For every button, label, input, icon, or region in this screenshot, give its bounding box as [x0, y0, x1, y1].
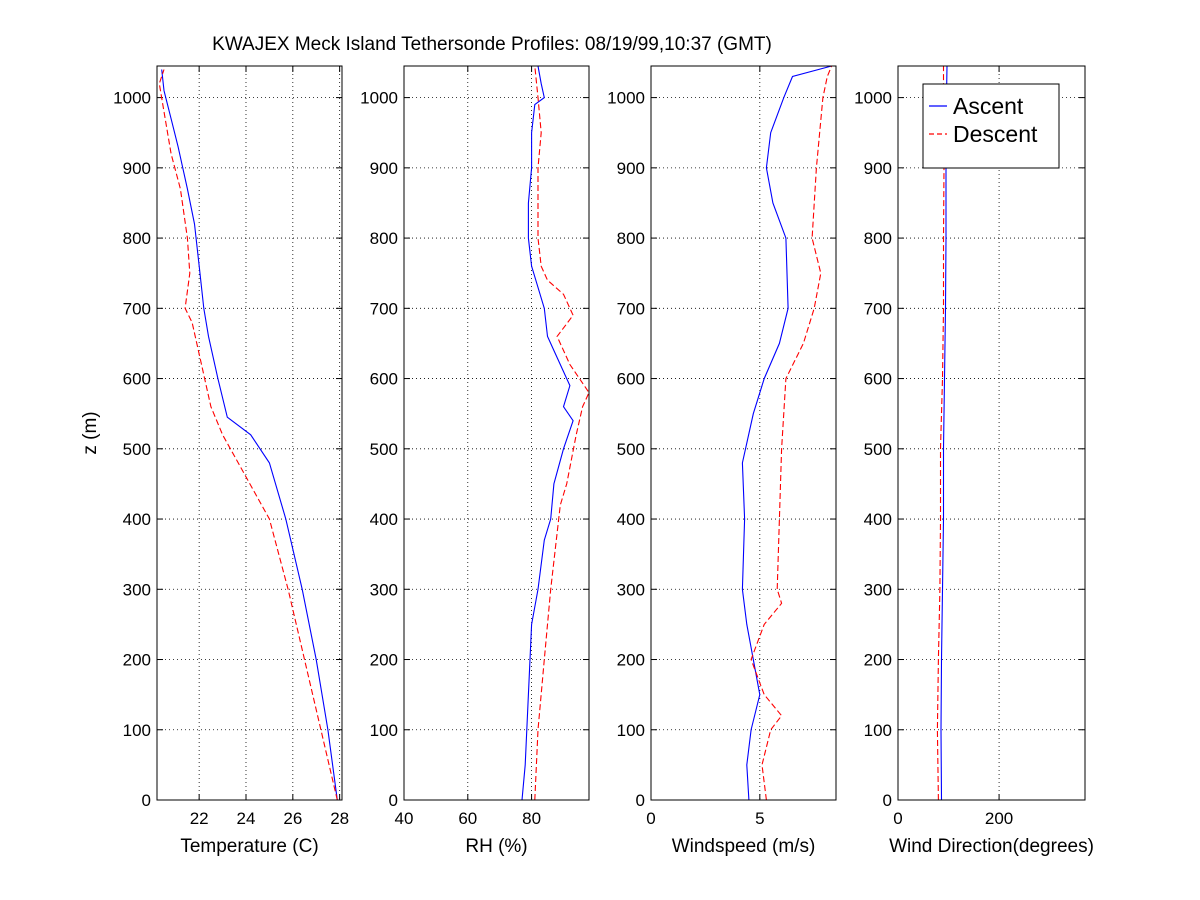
axes-frame — [156, 65, 343, 801]
y-tick-label: 0 — [389, 791, 398, 810]
y-tick-label: 900 — [123, 159, 151, 178]
y-tick-label: 1000 — [854, 89, 892, 108]
y-axis-label: z (m) — [80, 411, 101, 454]
y-tick-label: 300 — [864, 580, 892, 599]
x-tick-label: 40 — [395, 809, 414, 828]
y-tick-label: 800 — [617, 229, 645, 248]
y-tick-label: 200 — [864, 651, 892, 670]
y-tick-label: 900 — [617, 159, 645, 178]
y-tick-label: 1000 — [360, 89, 398, 108]
y-tick-label: 700 — [123, 299, 151, 318]
y-tick-label: 200 — [617, 651, 645, 670]
plot-area — [898, 66, 1085, 800]
y-tick-label: 600 — [123, 370, 151, 389]
x-tick-label: 28 — [330, 809, 349, 828]
series-line-descent — [158, 69, 338, 801]
x-tick-label: 60 — [458, 809, 477, 828]
y-tick-label: 900 — [370, 159, 398, 178]
y-tick-label: 0 — [883, 791, 892, 810]
y-tick-label: 300 — [617, 580, 645, 599]
panels: 22 24 26 2801002003004005006007008009001000… — [80, 65, 1094, 857]
y-tick-label: 800 — [370, 229, 398, 248]
panel-3: 0 501002003004005006007008009001000Windsp… — [607, 65, 837, 857]
y-tick-label: 400 — [864, 510, 892, 529]
x-tick-label: 80 — [522, 809, 541, 828]
y-tick-label: 500 — [123, 440, 151, 459]
series-line-ascent — [521, 65, 574, 801]
axes-frame — [650, 65, 837, 801]
panel-1: 22 24 26 28 0 100 200 300 400 500 600 700 800 900 1000… — [80, 65, 349, 857]
x-axis-label: Wind Direction(degrees) — [889, 836, 1094, 857]
y-tick-label: 700 — [370, 299, 398, 318]
y-tick-label: 400 — [370, 510, 398, 529]
x-tick-label: 200 — [985, 809, 1013, 828]
x-axis-label: Temperature (C) — [180, 836, 318, 857]
y-tick-label: 100 — [370, 721, 398, 740]
axes-frame — [403, 65, 590, 801]
x-tick-label: 22 — [190, 809, 209, 828]
plot-area — [651, 66, 836, 800]
axes-frame — [897, 65, 1086, 801]
y-tick-label: 0 — [142, 791, 151, 810]
y-tick-label: 100 — [617, 721, 645, 740]
y-tick-label: 1000 — [607, 89, 645, 108]
y-tick-label: 500 — [617, 440, 645, 459]
x-tick-label: 0 — [646, 809, 655, 828]
y-tick-label: 400 — [123, 510, 151, 529]
y-tick-label: 0 — [636, 791, 645, 810]
panel-2: 40 60 8001002003004005006007008009001000RH… — [360, 65, 590, 857]
y-tick-label: 400 — [617, 510, 645, 529]
x-tick-label: 5 — [755, 809, 764, 828]
series-line-ascent — [161, 69, 338, 801]
y-tick-label: 500 — [864, 440, 892, 459]
y-tick-label: 600 — [617, 370, 645, 389]
series-line-descent — [750, 65, 833, 801]
legend-label-descent: Descent — [953, 121, 1038, 147]
legend-label-ascent: Ascent — [953, 93, 1024, 119]
plot-area — [404, 66, 589, 800]
y-tick-label: 200 — [123, 651, 151, 670]
y-tick-label: 700 — [864, 299, 892, 318]
y-tick-label: 200 — [370, 651, 398, 670]
series-line-descent — [534, 65, 590, 801]
x-tick-label: 26 — [283, 809, 302, 828]
y-tick-label: 300 — [370, 580, 398, 599]
y-tick-label: 600 — [370, 370, 398, 389]
y-tick-label: 300 — [123, 580, 151, 599]
y-tick-label: 900 — [864, 159, 892, 178]
y-tick-label: 700 — [617, 299, 645, 318]
y-tick-label: 600 — [864, 370, 892, 389]
y-tick-label: 100 — [864, 721, 892, 740]
y-tick-label: 800 — [123, 229, 151, 248]
panel-4: 0 200 0 100 200 300 400 500 600 700 800 900 1000 Wind… — [854, 65, 1094, 857]
x-tick-label: 0 — [893, 809, 902, 828]
y-tick-label: 1000 — [113, 89, 151, 108]
y-tick-label: 100 — [123, 721, 151, 740]
y-tick-label: 500 — [370, 440, 398, 459]
legend-box — [922, 83, 1060, 169]
figure-title: KWAJEX Meck Island Tethersonde Profiles:… — [212, 34, 772, 55]
y-tick-label: 800 — [864, 229, 892, 248]
series-line-ascent — [741, 65, 832, 801]
x-axis-label: RH (%) — [465, 836, 527, 857]
x-axis-label: Windspeed (m/s) — [672, 836, 816, 857]
x-tick-label: 24 — [237, 809, 256, 828]
